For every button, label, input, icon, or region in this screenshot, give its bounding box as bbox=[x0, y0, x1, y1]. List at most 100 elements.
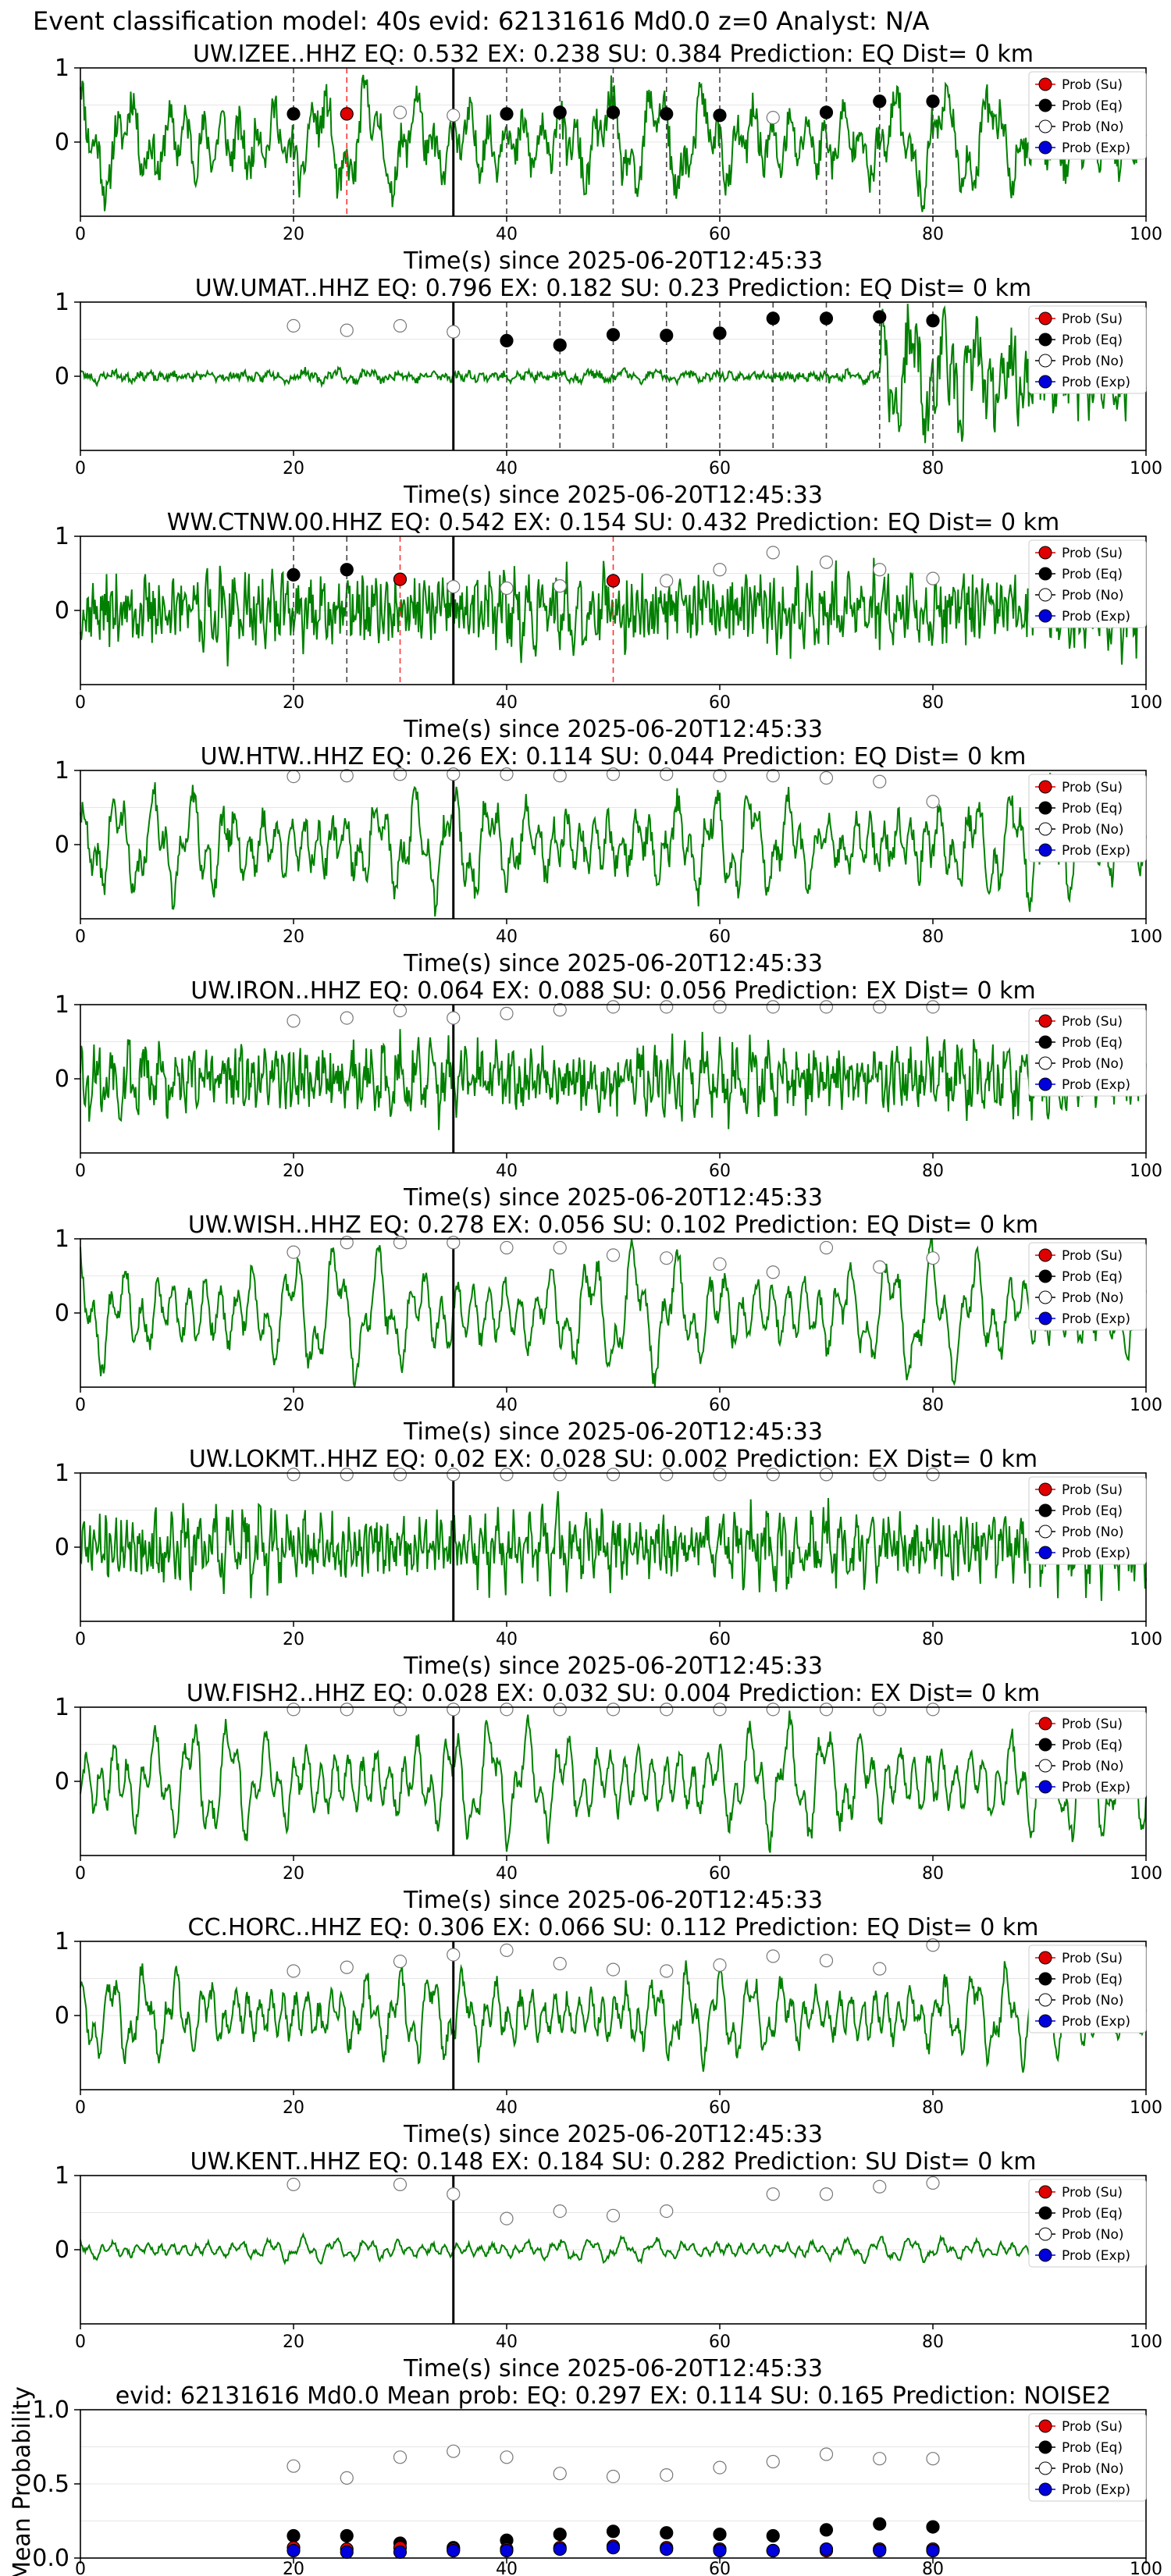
probability-point bbox=[447, 1468, 461, 1482]
legend-marker bbox=[1038, 1503, 1052, 1517]
x-axis-label: Time(s) since 2025-06-20T12:45:33 bbox=[403, 716, 823, 743]
x-axis-label: Time(s) since 2025-06-20T12:45:33 bbox=[403, 482, 823, 509]
probability-point bbox=[873, 94, 887, 109]
x-tick-label: 60 bbox=[709, 1864, 731, 1884]
mean-probability-point bbox=[713, 2543, 727, 2558]
panel-10: UW.KENT..HHZ EQ: 0.148 EX: 0.184 SU: 0.2… bbox=[55, 2148, 1162, 2382]
legend-box bbox=[1028, 1710, 1147, 1799]
legend-label: Prob (Su) bbox=[1062, 2185, 1123, 2201]
y-tick-label: 0 bbox=[55, 2236, 69, 2264]
probability-point bbox=[287, 1245, 301, 1259]
legend-label: Prob (Su) bbox=[1062, 1717, 1123, 1732]
y-tick-label: 1 bbox=[55, 289, 69, 316]
probability-point bbox=[713, 1703, 727, 1717]
x-tick-label: 0 bbox=[75, 1864, 86, 1884]
legend-label: Prob (Exp) bbox=[1062, 2248, 1130, 2264]
legend-marker bbox=[1038, 2206, 1052, 2220]
probability-point bbox=[287, 318, 301, 333]
probability-point bbox=[287, 107, 301, 121]
probability-point bbox=[660, 1000, 674, 1014]
panel-title: evid: 62131616 Md0.0 Mean prob: EQ: 0.29… bbox=[116, 2382, 1112, 2410]
x-tick-label: 0 bbox=[75, 1396, 86, 1415]
legend-marker bbox=[1038, 2461, 1052, 2475]
legend-marker bbox=[1038, 1738, 1052, 1752]
mean-probability-point bbox=[553, 2467, 567, 2481]
y-tick-label: 0 bbox=[55, 1534, 69, 1561]
y-tick-label: 0 bbox=[55, 1768, 69, 1795]
probability-point bbox=[500, 2211, 514, 2226]
probability-point bbox=[500, 581, 514, 596]
mean-probability-point bbox=[660, 2526, 674, 2540]
legend-label: Prob (Su) bbox=[1062, 1014, 1123, 1030]
x-tick-label: 100 bbox=[1130, 225, 1162, 244]
probability-point bbox=[287, 1964, 301, 1978]
x-tick-label: 0 bbox=[75, 927, 86, 947]
legend-marker bbox=[1038, 1717, 1052, 1731]
probability-point bbox=[340, 563, 354, 577]
y-tick-label: 0.5 bbox=[32, 2471, 69, 2498]
mean-probability-point bbox=[713, 2460, 727, 2475]
y-tick-label: 1 bbox=[55, 55, 69, 82]
x-tick-label: 20 bbox=[283, 2098, 304, 2118]
legend-marker bbox=[1038, 567, 1052, 581]
waveform-trace bbox=[80, 557, 1147, 667]
x-tick-label: 0 bbox=[75, 225, 86, 244]
probability-point bbox=[660, 1468, 674, 1482]
x-tick-label: 40 bbox=[496, 2560, 518, 2576]
probability-point bbox=[393, 1236, 408, 1250]
probability-point bbox=[873, 1962, 887, 1976]
probability-point bbox=[926, 795, 940, 809]
legend-marker bbox=[1038, 1290, 1052, 1304]
probability-point bbox=[553, 1468, 567, 1482]
legend-label: Prob (Eq) bbox=[1062, 567, 1123, 582]
panel-title: UW.FISH2..HHZ EQ: 0.028 EX: 0.032 SU: 0.… bbox=[187, 1680, 1041, 1707]
x-tick-label: 80 bbox=[922, 1396, 944, 1415]
probability-point bbox=[393, 572, 408, 586]
legend-marker bbox=[1038, 98, 1052, 112]
x-tick-label: 100 bbox=[1130, 1630, 1162, 1649]
legend-label: Prob (Exp) bbox=[1062, 375, 1130, 390]
legend-label: Prob (Su) bbox=[1062, 1248, 1123, 1264]
x-tick-label: 0 bbox=[75, 1162, 86, 1181]
legend-label: Prob (No) bbox=[1062, 354, 1124, 369]
probability-point bbox=[713, 109, 727, 123]
legend-label: Prob (Exp) bbox=[1062, 141, 1130, 156]
legend-marker bbox=[1038, 2227, 1052, 2241]
panel-title: UW.IRON..HHZ EQ: 0.064 EX: 0.088 SU: 0.0… bbox=[190, 977, 1035, 1005]
legend-marker bbox=[1038, 1269, 1052, 1283]
panel-title: UW.HTW..HHZ EQ: 0.26 EX: 0.114 SU: 0.044… bbox=[201, 743, 1027, 770]
probability-point bbox=[606, 574, 621, 588]
probability-point bbox=[553, 769, 567, 783]
x-tick-label: 100 bbox=[1130, 1162, 1162, 1181]
x-tick-label: 60 bbox=[709, 927, 731, 947]
probability-point bbox=[287, 1468, 301, 1482]
legend-box bbox=[1028, 1008, 1147, 1097]
probability-point bbox=[819, 1703, 834, 1717]
mean-probability-point bbox=[819, 2542, 834, 2556]
legend-label: Prob (No) bbox=[1062, 822, 1124, 838]
waveform-trace bbox=[80, 1491, 1147, 1601]
y-tick-label: 1 bbox=[55, 991, 69, 1019]
y-tick-label: 0 bbox=[55, 597, 69, 624]
legend-marker bbox=[1038, 1759, 1052, 1773]
probability-point bbox=[660, 1251, 674, 1265]
probability-point bbox=[393, 105, 408, 119]
panel-8: UW.FISH2..HHZ EQ: 0.028 EX: 0.032 SU: 0.… bbox=[55, 1680, 1162, 1914]
legend-label: Prob (Eq) bbox=[1062, 1503, 1123, 1519]
legend-label: Prob (Exp) bbox=[1062, 1311, 1130, 1327]
y-tick-label: 0 bbox=[55, 1066, 69, 1093]
x-tick-label: 100 bbox=[1130, 459, 1162, 479]
x-tick-label: 80 bbox=[922, 927, 944, 947]
probability-point bbox=[873, 563, 887, 577]
legend-marker bbox=[1038, 2014, 1052, 2028]
panel-9: CC.HORC..HHZ EQ: 0.306 EX: 0.066 SU: 0.1… bbox=[55, 1914, 1162, 2148]
x-axis-label: Time(s) since 2025-06-20T12:45:33 bbox=[403, 2355, 823, 2382]
legend-label: Prob (Su) bbox=[1062, 1951, 1123, 1966]
mean-probability-point bbox=[926, 2452, 940, 2466]
x-tick-label: 40 bbox=[496, 459, 518, 479]
probability-point bbox=[819, 1954, 834, 1968]
probability-point bbox=[926, 2176, 940, 2190]
y-tick-label: 1 bbox=[55, 1460, 69, 1487]
probability-point bbox=[713, 1000, 727, 1014]
legend-label: Prob (Su) bbox=[1062, 780, 1123, 795]
